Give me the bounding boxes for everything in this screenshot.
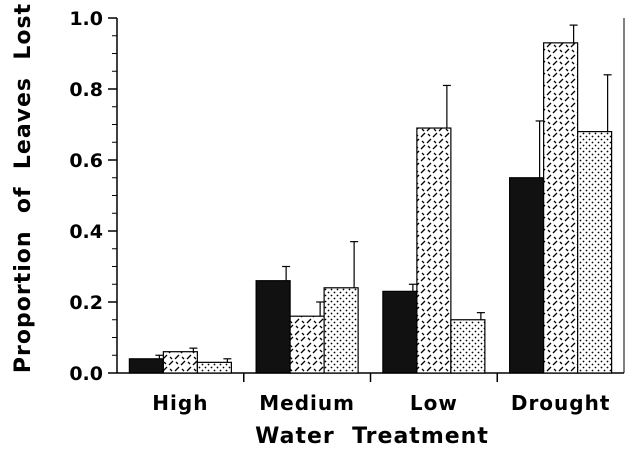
y-axis-title: Proportion of Leaves Lost <box>11 3 36 373</box>
bars <box>128 42 613 374</box>
y-tick-label: 0.2 <box>69 292 103 314</box>
y-tick-label: 1.0 <box>69 8 103 30</box>
bar-high-series-3 <box>196 361 232 374</box>
error-bars <box>155 24 612 363</box>
bar-drought-series-2 <box>543 42 579 374</box>
y-tick-label: 0.8 <box>69 79 103 101</box>
x-category-label: Drought <box>511 391 611 415</box>
bar-drought-series-3 <box>577 131 613 374</box>
y-tick-label: 0.0 <box>69 363 103 385</box>
bar-low-series-2 <box>416 127 452 374</box>
x-category-label: High <box>152 391 208 415</box>
bar-high-series-1 <box>128 358 164 374</box>
y-tick-label: 0.4 <box>69 221 103 243</box>
bar-drought-series-1 <box>509 177 545 374</box>
bar-high-series-2 <box>162 351 198 374</box>
y-axis-tick-labels: 0.0 0.2 0.4 0.6 0.8 1.0 <box>69 8 103 385</box>
bar-low-series-3 <box>450 319 486 374</box>
x-axis-title: Water Treatment <box>255 424 489 449</box>
y-axis-ticks <box>108 17 117 374</box>
x-category-label: Medium <box>259 391 355 415</box>
category-labels: High Medium Low Drought <box>152 391 611 415</box>
category-dividers <box>243 373 498 382</box>
y-tick-label: 0.6 <box>69 150 103 172</box>
x-category-label: Low <box>410 391 458 415</box>
bar-medium-series-1 <box>255 280 291 374</box>
bar-medium-series-3 <box>323 287 359 374</box>
bar-low-series-1 <box>382 290 418 374</box>
bar-medium-series-2 <box>289 315 325 374</box>
